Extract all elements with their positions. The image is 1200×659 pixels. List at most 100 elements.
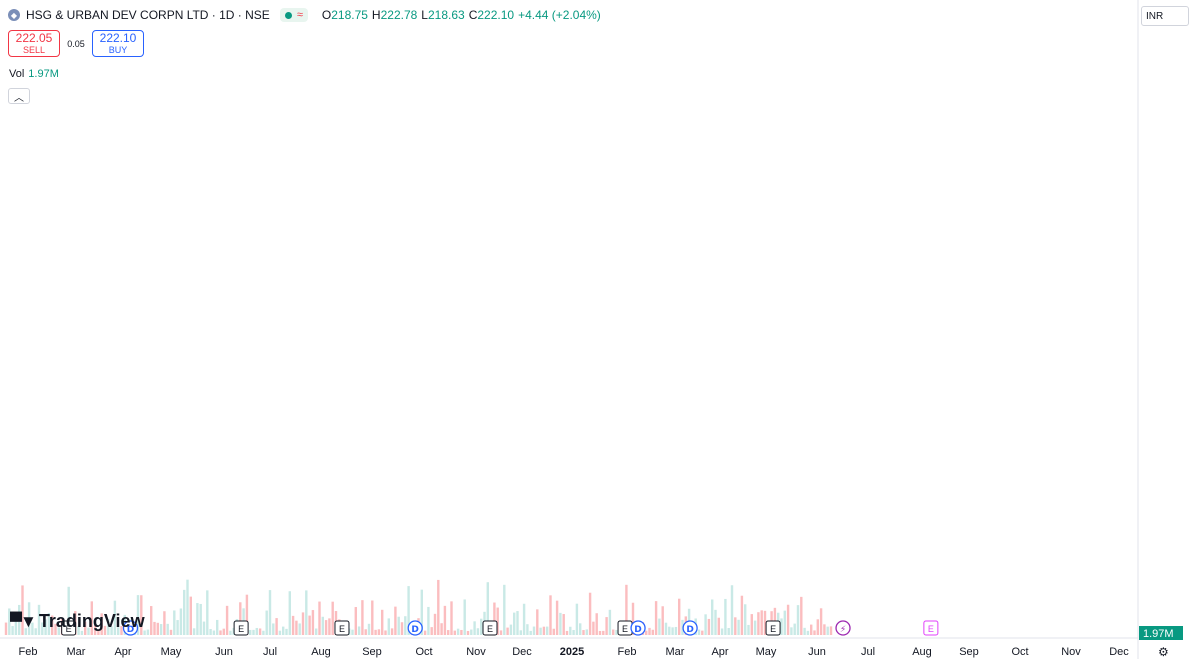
volume-bar <box>602 630 605 635</box>
sell-price: 222.05 <box>15 31 53 45</box>
volume-bar <box>427 606 430 635</box>
time-axis[interactable]: Feb Mar Apr May Jun Jul Aug Sep Oct Nov Dec 2025 Feb… <box>0 637 1138 658</box>
volume-bar <box>460 629 463 635</box>
volume-bar <box>800 596 803 635</box>
event-markers[interactable]: E D E E D E E D D E ⚡ E <box>61 620 939 636</box>
volume-bar <box>321 616 324 635</box>
market-status-badge[interactable]: ≈ <box>279 8 308 22</box>
event-future-earnings[interactable]: E <box>923 620 939 636</box>
volume-bar <box>559 612 562 635</box>
volume-bar <box>400 622 404 635</box>
event-dividend[interactable]: D <box>682 620 698 636</box>
price-axis-bg <box>1138 0 1200 659</box>
brand-logo[interactable]: ▀▼ TradingView <box>10 611 145 632</box>
volume-bar <box>529 630 532 635</box>
event-dividend[interactable]: D <box>407 620 423 636</box>
event-split[interactable]: ⚡ <box>835 620 851 636</box>
event-earnings[interactable]: E <box>334 620 350 636</box>
volume-bar <box>549 595 552 635</box>
volume-bar <box>470 629 473 635</box>
volume-bar <box>648 627 651 635</box>
volume-bar <box>612 629 615 635</box>
volume-bar <box>506 627 509 635</box>
low-value: 218.63 <box>427 8 465 22</box>
volume-bar <box>526 624 529 635</box>
event-marker-shape <box>630 620 646 636</box>
time-tick-label: May <box>161 646 182 658</box>
volume-bar <box>503 584 506 635</box>
volume-bar <box>803 627 806 635</box>
time-tick-label: Nov <box>1061 646 1081 658</box>
volume-bar <box>810 624 813 635</box>
event-dividend[interactable]: D <box>630 620 646 636</box>
volume-bar <box>202 621 206 635</box>
volume-bar <box>179 608 183 635</box>
volume-bar <box>783 610 786 635</box>
volume-bar <box>245 594 249 635</box>
volume-bar <box>136 595 140 635</box>
event-marker-label: E <box>238 624 244 634</box>
currency-selector[interactable]: INR <box>1141 6 1189 26</box>
symbol-title[interactable]: HSG & URBAN DEV CORPN LTD · 1D · NSE <box>26 8 270 22</box>
volume-bar <box>433 613 437 635</box>
event-marker-shape <box>61 620 77 636</box>
volume-bar <box>173 610 176 635</box>
volume-bar <box>107 618 110 635</box>
volume-bar <box>668 626 671 635</box>
volume-bar <box>113 600 117 635</box>
volume-bar <box>328 618 331 635</box>
event-earnings[interactable]: E <box>617 620 633 636</box>
price-axis[interactable]: 520.00480.00440.00400.00360.00330.00300.… <box>1137 0 1200 659</box>
volume-bar <box>480 618 483 635</box>
volume-bar <box>496 607 499 635</box>
volume-bar <box>598 630 602 635</box>
time-tick-label: Apr <box>711 646 728 658</box>
event-marker-label: E <box>66 624 72 634</box>
volume-bar <box>420 589 423 635</box>
volume-bar <box>57 627 60 635</box>
volume-bar <box>592 621 595 635</box>
event-earnings[interactable]: E <box>61 620 77 636</box>
volume-bar <box>153 621 156 635</box>
volume-bar <box>41 622 44 635</box>
volume-bar <box>265 610 268 635</box>
volume-bar <box>720 628 724 635</box>
event-dividend[interactable]: D <box>122 620 139 636</box>
volume-bar <box>80 630 84 635</box>
volume-bar <box>143 630 146 635</box>
volume-bar <box>813 630 816 635</box>
volume-bar <box>150 606 153 635</box>
volume-bar <box>734 617 737 635</box>
volume-bar <box>404 616 407 635</box>
volume-bar <box>757 612 760 635</box>
collapse-legend-button[interactable]: ︿ <box>8 88 30 104</box>
volume-bar <box>381 609 384 635</box>
volume-bar <box>631 602 635 635</box>
volume-bar <box>374 629 377 635</box>
volume-bar <box>750 614 753 635</box>
volume-bar <box>744 604 747 635</box>
spread-value: 0.05 <box>67 38 85 49</box>
volume-bar <box>516 611 519 635</box>
volume-bar <box>440 623 443 635</box>
event-earnings[interactable]: E <box>482 620 498 636</box>
volume-bar <box>225 605 229 635</box>
volume-tag <box>1139 626 1183 640</box>
event-earnings[interactable]: E <box>233 620 249 636</box>
time-tick-label: Sep <box>959 646 979 658</box>
volume-bar <box>371 600 374 635</box>
time-tick-label: Mar <box>666 646 685 658</box>
low-label: L <box>421 8 428 22</box>
volume-bar <box>608 609 612 635</box>
event-earnings[interactable]: E <box>765 620 781 636</box>
volume-bar <box>546 626 549 635</box>
volume-bar <box>519 630 522 635</box>
volume-bar <box>654 601 658 635</box>
sell-button[interactable]: 222.05 SELL <box>8 30 60 57</box>
buy-button[interactable]: 222.10 BUY <box>92 30 144 57</box>
tradingview-logo-icon: ▀▼ <box>10 611 37 631</box>
axis-settings-icon[interactable]: ⚙ <box>1158 645 1169 659</box>
volume-bar <box>367 623 371 635</box>
